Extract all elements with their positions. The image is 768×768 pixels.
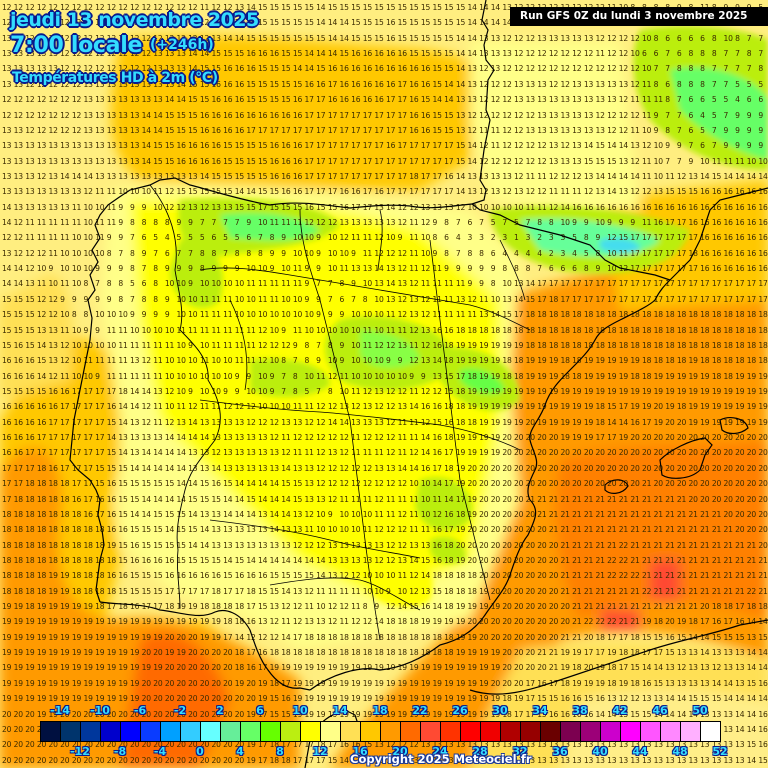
colorbar-swatch	[201, 722, 221, 741]
colorbar-swatch	[501, 722, 521, 741]
colorbar-label-bottom: 12	[312, 745, 327, 758]
colorbar-label-bottom: 24	[432, 745, 447, 758]
colorbar-swatch	[661, 722, 681, 741]
forecast-lead-time: (+246h)	[150, 37, 214, 53]
colorbar-label-bottom: -12	[70, 745, 90, 758]
colorbar-label-top: 42	[612, 704, 627, 717]
colorbar-label-bottom: 4	[236, 745, 244, 758]
colorbar-swatch	[561, 722, 581, 741]
colorbar-swatch	[321, 722, 341, 741]
colorbar-label-top: -6	[134, 704, 146, 717]
colorbar-swatch	[41, 722, 61, 741]
colorbar-label-top: 26	[452, 704, 467, 717]
colorbar-label-top: 14	[332, 704, 347, 717]
colorbar-label-bottom: 48	[672, 745, 687, 758]
colorbar-label-bottom: 16	[352, 745, 367, 758]
colorbar-swatch	[621, 722, 641, 741]
colorbar-label-top: 10	[292, 704, 307, 717]
colorbar-swatch	[361, 722, 381, 741]
colorbar-swatch	[481, 722, 501, 741]
temperature-colorbar	[40, 721, 721, 742]
colorbar-swatch	[181, 722, 201, 741]
colorbar-swatch	[301, 722, 321, 741]
colorbar-label-bottom: 52	[712, 745, 727, 758]
colorbar-label-top: 2	[216, 704, 224, 717]
colorbar-label-bottom: 36	[552, 745, 567, 758]
colorbar-swatch	[581, 722, 601, 741]
colorbar-swatch	[61, 722, 81, 741]
colorbar-label-bottom: 40	[592, 745, 607, 758]
colorbar-swatch	[681, 722, 701, 741]
colorbar-label-bottom: 0	[196, 745, 204, 758]
colorbar-label-top: 22	[412, 704, 427, 717]
colorbar-swatch	[381, 722, 401, 741]
parameter-title: Températures HD à 2m (°C)	[12, 70, 218, 86]
colorbar-label-top: 46	[652, 704, 667, 717]
colorbar-swatch	[521, 722, 541, 741]
colorbar-swatch	[461, 722, 481, 741]
colorbar-swatch	[81, 722, 101, 741]
colorbar-label-top: -10	[90, 704, 110, 717]
colorbar-swatch	[161, 722, 181, 741]
colorbar-label-top: 38	[572, 704, 587, 717]
colorbar-swatch	[141, 722, 161, 741]
colorbar-swatch	[241, 722, 261, 741]
colorbar-swatch	[121, 722, 141, 741]
colorbar-swatch	[641, 722, 661, 741]
colorbar-label-top: 18	[372, 704, 387, 717]
colorbar-label-top: -14	[50, 704, 70, 717]
colorbar-swatch	[261, 722, 281, 741]
model-run-label: Run GFS 0Z du lundi 3 novembre 2025	[510, 7, 768, 26]
colorbar-label-top: 50	[692, 704, 707, 717]
colorbar-swatch	[701, 722, 720, 741]
colorbar-label-bottom: 28	[472, 745, 487, 758]
colorbar-swatch	[221, 722, 241, 741]
colorbar-label-bottom: -4	[154, 745, 166, 758]
colorbar-swatch	[101, 722, 121, 741]
colorbar-label-top: 6	[256, 704, 264, 717]
colorbar-swatch	[541, 722, 561, 741]
colorbar-label-top: -2	[174, 704, 186, 717]
forecast-date: jeudi 13 novembre 2025	[10, 9, 259, 31]
colorbar-label-top: 34	[532, 704, 547, 717]
colorbar-label-bottom: 32	[512, 745, 527, 758]
colorbar-swatch	[401, 722, 421, 741]
colorbar-label-bottom: -8	[114, 745, 126, 758]
colorbar-label-bottom: 8	[276, 745, 284, 758]
colorbar-swatch	[601, 722, 621, 741]
colorbar-label-top: 30	[492, 704, 507, 717]
colorbar-label-bottom: 44	[632, 745, 647, 758]
forecast-time: 7:00 locale	[10, 33, 142, 58]
copyright-notice: Copyright 2025 Meteociel.fr	[350, 752, 532, 766]
colorbar-swatch	[341, 722, 361, 741]
colorbar-swatch	[281, 722, 301, 741]
colorbar-swatch	[421, 722, 441, 741]
colorbar-label-bottom: 20	[392, 745, 407, 758]
colorbar-swatch	[441, 722, 461, 741]
